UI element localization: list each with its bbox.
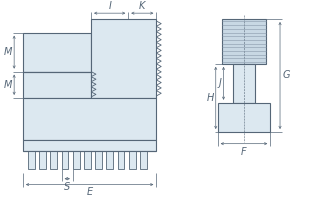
Text: E: E	[86, 187, 93, 198]
Bar	[28, 151, 35, 169]
Bar	[23, 72, 91, 98]
Bar	[218, 103, 270, 132]
Bar	[221, 19, 266, 64]
Bar	[91, 19, 156, 98]
Bar	[23, 98, 156, 140]
Bar	[84, 151, 91, 169]
Text: M: M	[4, 47, 12, 57]
Bar	[73, 151, 80, 169]
Text: H: H	[207, 93, 214, 103]
Bar	[95, 151, 102, 169]
Text: S: S	[64, 182, 70, 192]
Bar	[129, 151, 136, 169]
Bar	[233, 64, 255, 103]
Bar	[140, 151, 147, 169]
Bar	[39, 151, 46, 169]
Bar	[62, 151, 68, 169]
Bar	[117, 151, 124, 169]
Text: G: G	[283, 70, 290, 81]
Bar	[23, 140, 156, 151]
Text: M: M	[4, 80, 12, 90]
Text: J: J	[219, 78, 221, 88]
Text: F: F	[241, 147, 247, 157]
Bar	[23, 33, 91, 72]
Text: I: I	[108, 1, 111, 11]
Text: K: K	[139, 1, 146, 11]
Bar	[50, 151, 57, 169]
Bar	[107, 151, 113, 169]
